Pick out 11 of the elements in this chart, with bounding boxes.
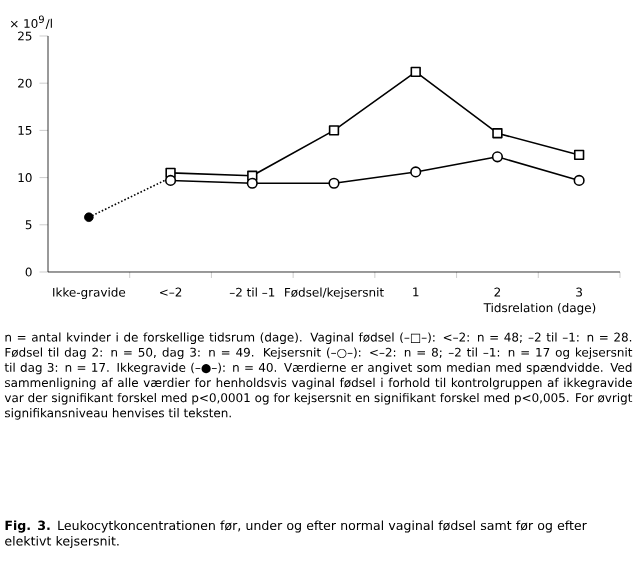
point xyxy=(410,66,421,78)
point xyxy=(573,149,585,161)
point xyxy=(328,177,340,189)
point xyxy=(84,212,94,223)
point xyxy=(164,174,177,187)
point xyxy=(573,174,585,187)
point xyxy=(246,177,258,189)
point xyxy=(492,128,503,139)
point xyxy=(491,151,504,163)
point xyxy=(410,166,422,178)
point xyxy=(328,125,340,136)
